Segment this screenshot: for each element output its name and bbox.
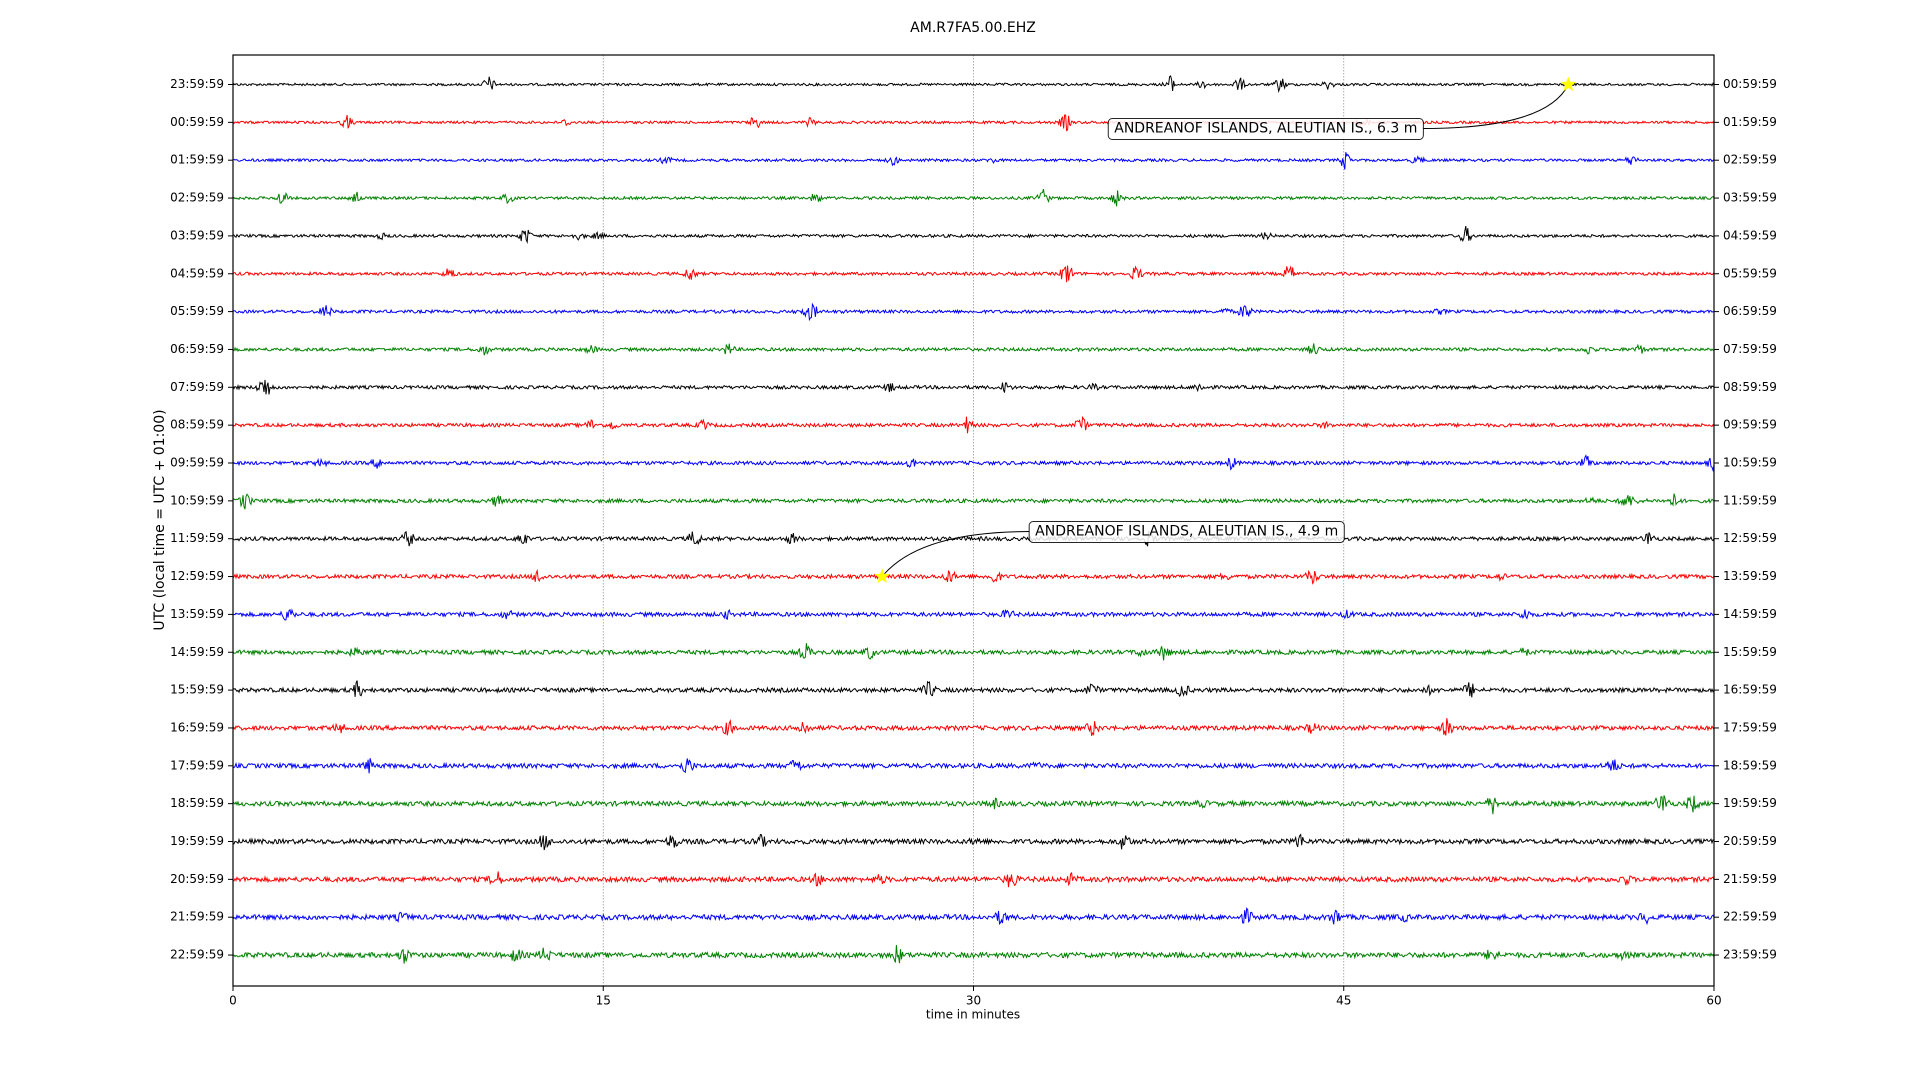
y-tick-label: 16:59:59 [170, 720, 224, 734]
y2-tick-label: 20:59:59 [1723, 834, 1777, 848]
y2-tick-label: 08:59:59 [1723, 380, 1777, 394]
trace [232, 758, 1715, 774]
trace [232, 643, 1715, 661]
trace [232, 75, 1715, 94]
trace [233, 152, 1715, 170]
y2-tick-label: 17:59:59 [1723, 720, 1777, 734]
y2-tick-label: 12:59:59 [1723, 531, 1777, 545]
trace [232, 114, 1715, 132]
y2-tick-label: 21:59:59 [1723, 872, 1777, 886]
y2-tick-label: 02:59:59 [1723, 153, 1777, 167]
y-tick-label: 13:59:59 [170, 607, 224, 621]
trace [232, 302, 1715, 322]
event-star [874, 568, 890, 583]
trace [232, 608, 1715, 621]
trace [232, 265, 1715, 283]
y2-tick-label: 18:59:59 [1723, 758, 1777, 772]
trace [232, 945, 1715, 964]
event-box [1028, 521, 1345, 544]
y-tick-label: 01:59:59 [170, 153, 224, 167]
y2-tick-label: 22:59:59 [1723, 910, 1777, 924]
trace [232, 226, 1715, 244]
x-axis-label: time in minutes [926, 1008, 1020, 1022]
y2-tick-label: 10:59:59 [1723, 456, 1777, 470]
trace [232, 454, 1715, 473]
y2-tick-label: 00:59:59 [1723, 77, 1777, 91]
event-label: ANDREANOF ISLANDS, ALEUTIAN IS., 6.3 m [1114, 121, 1417, 137]
trace [232, 795, 1715, 815]
event-label: ANDREANOF ISLANDS, ALEUTIAN IS., 4.9 m [1035, 524, 1338, 540]
trace [232, 493, 1715, 510]
y-tick-label: 20:59:59 [170, 872, 224, 886]
trace [232, 568, 1715, 585]
y-tick-label: 17:59:59 [170, 758, 224, 772]
x-tick-label: 45 [1336, 994, 1351, 1008]
trace [232, 907, 1715, 926]
y2-tick-label: 04:59:59 [1723, 228, 1777, 242]
x-tick-label: 0 [229, 994, 237, 1008]
y-axis-label: UTC (local time = UTC + 01:00) [152, 409, 168, 630]
trace [232, 871, 1715, 888]
y-tick-label: 19:59:59 [170, 834, 224, 848]
y-tick-label: 08:59:59 [170, 418, 224, 432]
y2-tick-label: 23:59:59 [1723, 948, 1777, 962]
trace [232, 415, 1715, 434]
y-tick-label: 04:59:59 [170, 266, 224, 280]
y-tick-label: 21:59:59 [170, 910, 224, 924]
y2-tick-label: 07:59:59 [1723, 342, 1777, 356]
y-tick-label: 10:59:59 [170, 493, 224, 507]
y2-tick-label: 09:59:59 [1723, 418, 1777, 432]
x-tick-label: 30 [966, 994, 981, 1008]
y2-tick-label: 19:59:59 [1723, 796, 1777, 810]
y-tick-label: 02:59:59 [170, 191, 224, 205]
y2-tick-label: 13:59:59 [1723, 569, 1777, 583]
trace [232, 530, 1715, 547]
plot-frame [232, 54, 1715, 987]
event-annotation: ANDREANOF ISLANDS, ALEUTIAN IS., 6.3 m [1107, 84, 1569, 140]
y-tick-label: 15:59:59 [170, 683, 224, 697]
y-tick-label: 06:59:59 [170, 342, 224, 356]
event-connector [881, 531, 1030, 577]
event-connector [1423, 84, 1569, 129]
y-tick-label: 23:59:59 [170, 77, 224, 91]
y-tick-label: 14:59:59 [170, 645, 224, 659]
y2-tick-label: 01:59:59 [1723, 115, 1777, 129]
y2-tick-label: 11:59:59 [1723, 493, 1777, 507]
y-tick-label: 11:59:59 [170, 531, 224, 545]
y-tick-label: 12:59:59 [170, 569, 224, 583]
y2-tick-label: 05:59:59 [1723, 266, 1777, 280]
trace [232, 189, 1715, 207]
y-tick-label: 05:59:59 [170, 304, 224, 318]
event-star [1560, 76, 1576, 91]
trace [232, 343, 1714, 356]
y-tick-label: 03:59:59 [170, 228, 224, 242]
y-tick-label: 00:59:59 [170, 115, 224, 129]
y2-tick-label: 14:59:59 [1723, 607, 1777, 621]
y-tick-label: 18:59:59 [170, 796, 224, 810]
trace [232, 718, 1715, 736]
y-tick-label: 09:59:59 [170, 456, 224, 470]
x-tick-label: 60 [1706, 994, 1721, 1008]
y2-tick-label: 03:59:59 [1723, 191, 1777, 205]
x-tick-label: 15 [596, 994, 611, 1008]
event-annotation: ANDREANOF ISLANDS, ALEUTIAN IS., 4.9 m [881, 521, 1345, 577]
y2-tick-label: 15:59:59 [1723, 645, 1777, 659]
y2-tick-label: 06:59:59 [1723, 304, 1777, 318]
event-box [1107, 118, 1424, 140]
trace [232, 379, 1715, 395]
y-tick-label: 22:59:59 [170, 948, 224, 962]
y2-tick-label: 16:59:59 [1723, 683, 1777, 697]
chart-title: AM.R7FA5.00.EHZ [910, 20, 1036, 36]
trace [232, 833, 1715, 851]
trace [232, 680, 1715, 698]
y-tick-label: 07:59:59 [170, 380, 224, 394]
